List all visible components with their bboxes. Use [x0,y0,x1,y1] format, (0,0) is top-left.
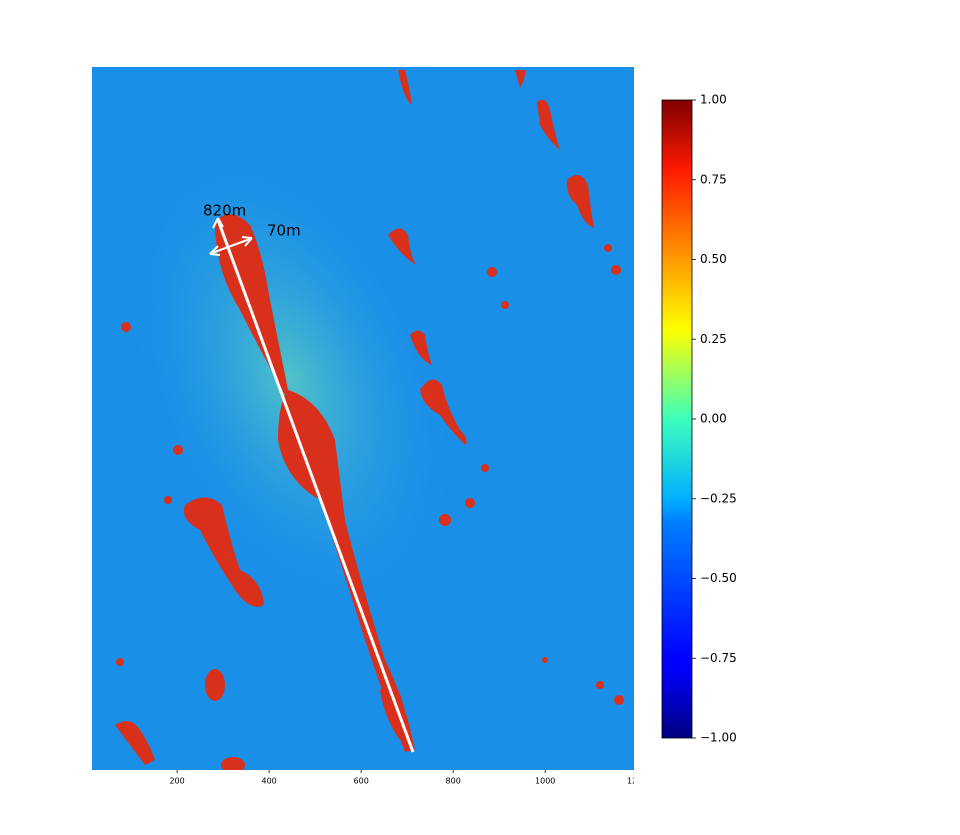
colorbar-tick-label: 0.00 [700,412,727,426]
colorbar-tick-label: 0.50 [700,252,727,266]
colorbar-tick-label: 0.75 [700,172,727,186]
x-tick-label: 1000 [535,777,555,786]
colorbar-tick-label: −0.25 [700,491,737,505]
colorbar-tick-label: −0.50 [700,571,737,585]
x-tick-label: 1200 [627,777,647,786]
x-tick-label: 800 [446,777,461,786]
colorbar-tick-label: −0.75 [700,651,737,665]
x-tick-label: 400 [261,777,276,786]
image [92,67,634,770]
width-arrow [211,238,251,254]
arrow-head [212,217,224,229]
annotation: 820m [203,202,246,220]
colorbar [661,99,693,739]
colorbar-tick-label: 1.00 [700,93,727,107]
x-tick-labels: 200 400 600 800 1000 1200 [169,777,647,786]
colorbar-tick-label: 0.25 [700,332,727,346]
length-line [216,219,415,753]
x-tick-label: 600 [354,777,369,786]
colorbar-tick-label: −1.00 [700,731,737,745]
x-tick-label: 200 [169,777,184,786]
arrow-heads [209,236,253,256]
annotation: 70m [267,222,301,240]
